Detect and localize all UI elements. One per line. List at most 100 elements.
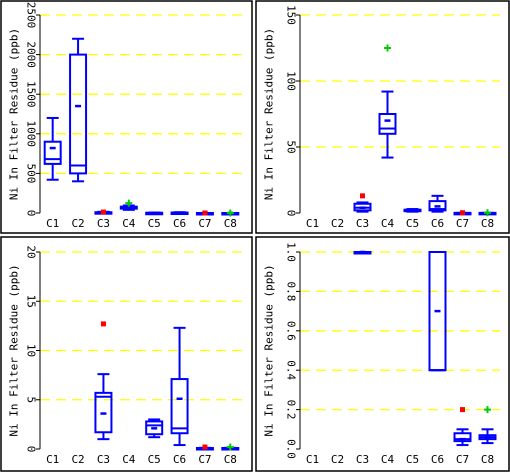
iqr-box xyxy=(69,53,88,175)
y-tick-label: 1000 xyxy=(25,121,38,148)
outlier-plus xyxy=(226,443,234,451)
y-tick-label: 5 xyxy=(25,396,38,403)
y-axis-label: Ni In Filter Residue (ppb) xyxy=(263,28,276,200)
y-axis-label: Ni In Filter Residue (ppb) xyxy=(8,264,21,436)
y-tick-label: 0 xyxy=(285,210,298,217)
x-tick-label: C7 xyxy=(456,217,469,230)
y-tick-label: 2000 xyxy=(25,41,38,68)
chart-panel-4: 0.0 0.2 0.4 0.6 0.8 1.0 Ni In Filter Residue (… xyxy=(255,236,510,472)
box-c5 xyxy=(403,208,422,213)
y-tick-label: 1.0 xyxy=(285,242,298,262)
x-tick-label: C3 xyxy=(356,217,369,230)
x-tick-label: C8 xyxy=(481,217,494,230)
x-tick-label: C8 xyxy=(481,453,494,466)
y-tick-label: 100 xyxy=(285,71,298,91)
y-tick-label: 20 xyxy=(25,245,38,258)
box-c6 xyxy=(428,251,447,372)
x-tick-label: C5 xyxy=(148,453,161,466)
outlier-square xyxy=(202,210,208,216)
y-tick-label: 1500 xyxy=(25,81,38,108)
box-c5 xyxy=(145,211,164,216)
x-tick-label: C6 xyxy=(431,453,444,466)
x-tick-label: C5 xyxy=(406,217,419,230)
panel-frame xyxy=(0,0,253,234)
outlier-plus xyxy=(484,406,491,414)
x-tick-label: C2 xyxy=(71,217,84,230)
outlier-plus xyxy=(226,209,234,217)
x-tick-label: C2 xyxy=(71,453,84,466)
x-tick-label: C6 xyxy=(173,453,186,466)
box-c6 xyxy=(170,211,189,216)
outlier-square xyxy=(100,209,106,215)
x-tick-label: C8 xyxy=(224,217,237,230)
x-tick-label: C4 xyxy=(122,217,136,230)
chart-panel-1: 0 500 1000 1500 2000 2500 Ni In Filter Residue… xyxy=(0,0,253,234)
iqr-box xyxy=(453,432,472,443)
outlier-plus xyxy=(384,44,391,52)
x-tick-label: C2 xyxy=(331,453,344,466)
box-c6 xyxy=(170,326,189,447)
y-tick-label: 10 xyxy=(25,344,38,357)
y-axis-label: Ni In Filter Residue (ppb) xyxy=(263,264,276,436)
iqr-box xyxy=(94,391,113,434)
x-tick-label: C7 xyxy=(456,453,469,466)
y-tick-label: 500 xyxy=(25,163,38,183)
iqr-box xyxy=(43,140,62,165)
box-c2 xyxy=(69,37,88,183)
box-c1 xyxy=(43,116,62,181)
panel-frame xyxy=(0,236,253,472)
x-tick-label: C3 xyxy=(97,453,110,466)
outlier-square xyxy=(460,407,465,413)
outlier-square xyxy=(202,444,208,450)
y-tick-label: 0.0 xyxy=(285,439,298,459)
x-tick-label: C6 xyxy=(431,217,444,230)
x-tick-label: C8 xyxy=(224,453,237,466)
box-c3 xyxy=(94,373,113,441)
box-c5 xyxy=(145,418,164,439)
box-c3 xyxy=(353,250,372,255)
x-tick-label: C4 xyxy=(381,217,395,230)
x-tick-label: C3 xyxy=(97,217,110,230)
y-tick-label: 0.6 xyxy=(285,321,298,341)
x-tick-label: C1 xyxy=(306,217,319,230)
x-tick-label: C6 xyxy=(173,217,186,230)
x-tick-label: C4 xyxy=(381,453,395,466)
outlier-square xyxy=(100,321,106,327)
x-tick-label: C1 xyxy=(46,217,59,230)
panel-frame xyxy=(255,236,510,472)
y-axis-label: Ni In Filter Residue (ppb) xyxy=(8,28,21,200)
x-tick-label: C4 xyxy=(122,453,136,466)
y-tick-label: 0.4 xyxy=(285,360,298,380)
y-tick-label: 150 xyxy=(285,5,298,25)
outlier-plus xyxy=(484,209,491,217)
y-tick-label: 0 xyxy=(25,446,38,453)
box-c7 xyxy=(453,428,472,447)
iqr-box xyxy=(145,420,164,436)
y-tick-label: 0 xyxy=(25,210,38,217)
box-c4 xyxy=(378,90,397,159)
outlier-square xyxy=(460,210,465,216)
x-tick-label: C1 xyxy=(306,453,319,466)
x-tick-label: C1 xyxy=(46,453,59,466)
y-tick-label: 0.2 xyxy=(285,400,298,420)
iqr-box xyxy=(378,113,397,135)
x-tick-label: C7 xyxy=(198,217,211,230)
y-tick-label: 2500 xyxy=(25,2,38,29)
x-tick-label: C3 xyxy=(356,453,369,466)
outlier-plus xyxy=(125,199,133,207)
chart-panel-3: 0 5 10 15 20 Ni In Filter Residue (ppb) C1 C2 C3… xyxy=(0,236,253,472)
iqr-box xyxy=(428,200,447,212)
outlier-square xyxy=(360,193,365,199)
box-c8 xyxy=(478,428,497,445)
iqr-box xyxy=(170,378,189,435)
x-tick-label: C7 xyxy=(198,453,211,466)
box-c3 xyxy=(353,201,372,213)
y-tick-label: 15 xyxy=(25,295,38,308)
panel-frame xyxy=(255,0,510,234)
x-tick-label: C5 xyxy=(148,217,161,230)
x-tick-label: C5 xyxy=(406,453,419,466)
chart-panel-2: 0 50 100 150 Ni In Filter Residue (ppb) C1 C2 C… xyxy=(255,0,510,234)
y-tick-label: 0.8 xyxy=(285,281,298,301)
y-tick-label: 50 xyxy=(285,140,298,153)
